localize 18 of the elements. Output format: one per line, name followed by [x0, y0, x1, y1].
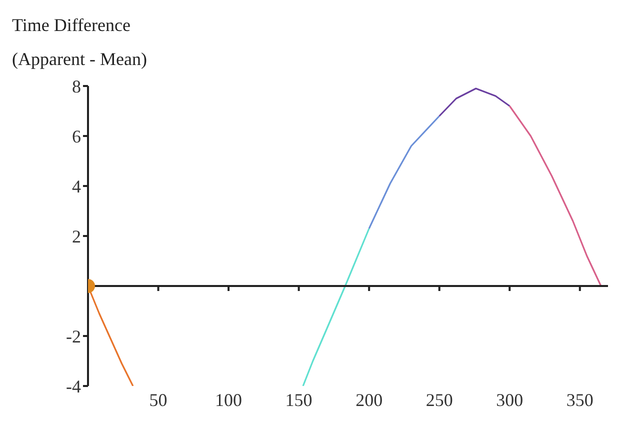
- y-tick-label: 6: [72, 126, 81, 146]
- x-tick-label: 200: [356, 390, 383, 410]
- x-tick-label: 300: [496, 390, 524, 410]
- line-series: [438, 88, 510, 117]
- y-tick-label: 8: [72, 76, 81, 96]
- x-tick-label: 250: [426, 390, 453, 410]
- line-series: [368, 115, 440, 230]
- line-series: [508, 105, 602, 287]
- x-tick-label: 150: [285, 390, 312, 410]
- line-series: [302, 228, 370, 386]
- x-tick-label: 350: [566, 390, 594, 410]
- y-axis-title: Time Difference (Apparent - Mean): [12, 14, 148, 71]
- y-tick-label: -2: [66, 326, 81, 346]
- y-tick-label: -4: [66, 376, 81, 396]
- y-tick-label: 2: [72, 226, 81, 246]
- y-tick-label: 4: [72, 176, 81, 196]
- x-tick-label: 100: [215, 390, 242, 410]
- x-tick-label: 50: [149, 390, 168, 410]
